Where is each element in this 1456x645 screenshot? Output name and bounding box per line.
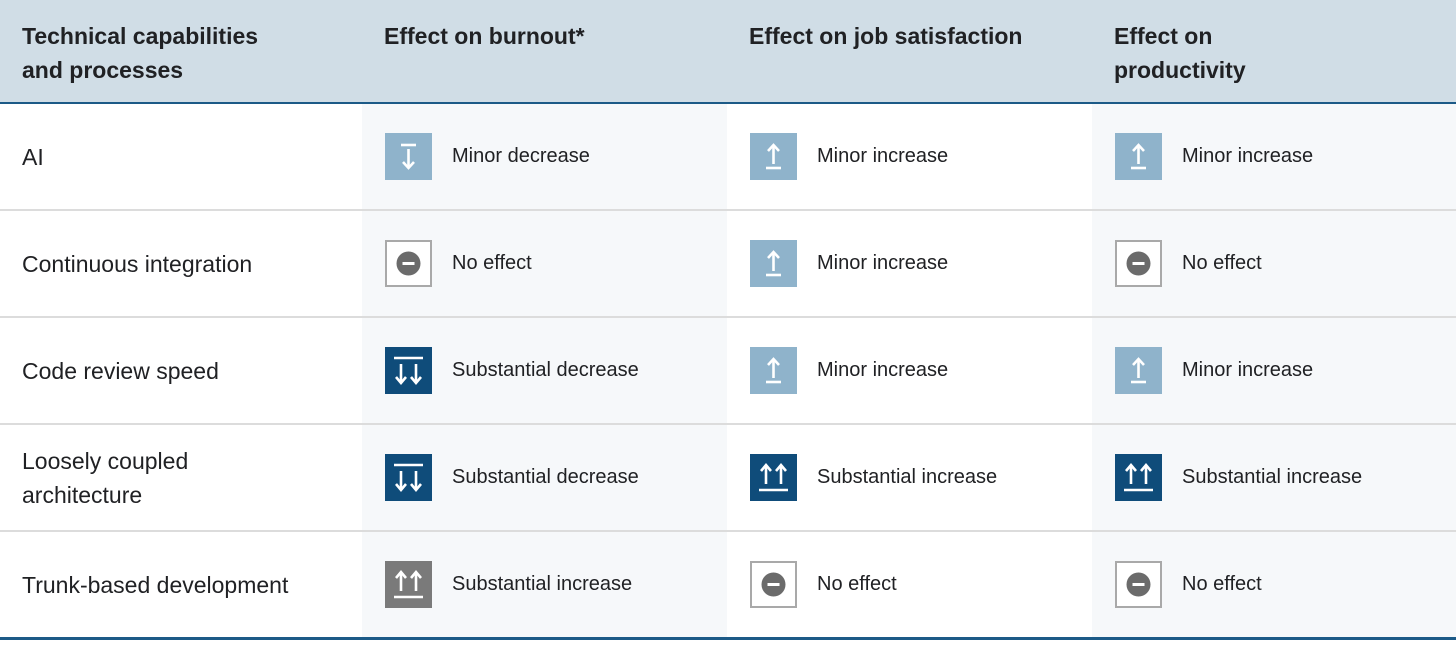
- header-text: Technical capabilities and processes: [22, 23, 259, 83]
- effect-text: No effect: [1182, 573, 1262, 595]
- header-text: Effect on productivity: [1114, 23, 1246, 83]
- effect-text: Minor increase: [1182, 145, 1314, 167]
- effect-text: Substantial increase: [1182, 466, 1363, 488]
- row-label: AI: [22, 143, 44, 170]
- effect-text: Substantial decrease: [452, 466, 639, 488]
- row-label-cell: AI: [0, 104, 362, 211]
- effect-text: No effect: [452, 252, 532, 274]
- effect-text: No effect: [817, 573, 897, 595]
- effect-cell: Minor increase: [727, 318, 1092, 425]
- effect-cell: Substantial decrease: [362, 318, 727, 425]
- effect-cell: Minor increase: [1092, 104, 1456, 211]
- effect-icon: [750, 561, 797, 608]
- effect-icon: [1115, 454, 1162, 501]
- effect-cell: Substantial increase: [362, 532, 727, 640]
- effect-icon: [1115, 133, 1162, 180]
- row-label: Trunk-based development: [22, 571, 289, 598]
- effect-text: No effect: [1182, 252, 1262, 274]
- row-label: Continuous integration: [22, 250, 253, 277]
- effect-cell: Minor increase: [727, 211, 1092, 318]
- effect-icon: [385, 454, 432, 501]
- header-text: Effect on burnout*: [384, 23, 585, 49]
- row-label: Loosely coupled architecture: [22, 447, 189, 508]
- header-cell: Effect on burnout*: [362, 0, 727, 104]
- header-text: Effect on job satisfaction: [749, 23, 1023, 49]
- effect-icon: [385, 347, 432, 394]
- row-label-cell: Continuous integration: [0, 211, 362, 318]
- row-label-cell: Loosely coupled architecture: [0, 425, 362, 532]
- effect-cell: No effect: [1092, 532, 1456, 640]
- effect-text: Minor increase: [1182, 359, 1314, 381]
- effect-cell: No effect: [362, 211, 727, 318]
- effect-cell: Minor decrease: [362, 104, 727, 211]
- row-label-cell: Trunk-based development: [0, 532, 362, 640]
- effect-icon: [750, 454, 797, 501]
- effect-icon: [1115, 347, 1162, 394]
- effect-text: Substantial increase: [817, 466, 998, 488]
- effect-text: Minor increase: [817, 359, 949, 381]
- header-cell: Effect on job satisfaction: [727, 0, 1092, 104]
- effect-cell: No effect: [727, 532, 1092, 640]
- effect-text: Substantial increase: [452, 573, 633, 595]
- effect-icon: [750, 347, 797, 394]
- effect-icon: [750, 240, 797, 287]
- effect-cell: No effect: [1092, 211, 1456, 318]
- effect-icon: [750, 133, 797, 180]
- effect-icon: [385, 561, 432, 608]
- effect-text: Substantial decrease: [452, 359, 639, 381]
- effect-cell: Minor increase: [1092, 318, 1456, 425]
- effect-cell: Substantial increase: [727, 425, 1092, 532]
- effect-icon: [1115, 561, 1162, 608]
- effect-cell: Substantial increase: [1092, 425, 1456, 532]
- effect-icon: [385, 240, 432, 287]
- effect-icon: [1115, 240, 1162, 287]
- row-label: Code review speed: [22, 357, 219, 384]
- effect-text: Minor increase: [817, 252, 949, 274]
- row-label-cell: Code review speed: [0, 318, 362, 425]
- effect-cell: Minor increase: [727, 104, 1092, 211]
- effect-text: Minor increase: [817, 145, 949, 167]
- header-cell: Technical capabilities and processes: [0, 0, 362, 104]
- effect-text: Minor decrease: [452, 145, 590, 167]
- header-cell: Effect on productivity: [1092, 0, 1456, 104]
- effect-cell: Substantial decrease: [362, 425, 727, 532]
- effect-icon: [385, 133, 432, 180]
